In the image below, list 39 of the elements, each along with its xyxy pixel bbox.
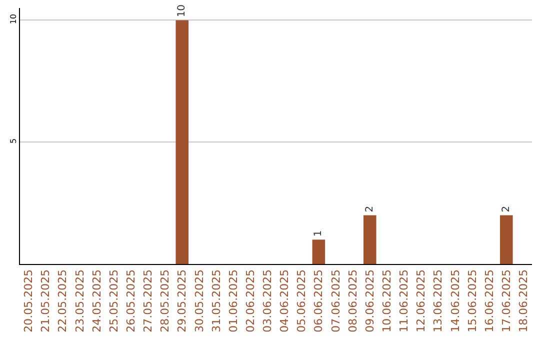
- x-tick-label: 29.05.2025: [176, 269, 189, 332]
- x-tick-label: 12.06.2025: [414, 269, 428, 332]
- data-label: 1: [313, 230, 324, 237]
- data-label: 2: [500, 206, 512, 212]
- x-tick-label: 11.06.2025: [398, 269, 411, 332]
- bar: [500, 215, 513, 264]
- x-tick-label: 05.06.2025: [295, 269, 308, 332]
- x-tick-label: 25.05.2025: [107, 269, 120, 332]
- x-tick-label: 18.06.2025: [517, 269, 530, 332]
- x-tick-label: 07.06.2025: [329, 269, 342, 332]
- x-tick-label: 28.05.2025: [158, 269, 172, 332]
- bar: [312, 240, 326, 264]
- x-tick-label: 01.06.2025: [226, 269, 240, 332]
- x-tick-label: 26.05.2025: [124, 269, 138, 332]
- x-tick-label: 10.06.2025: [380, 269, 394, 332]
- x-tick-label: 20.05.2025: [22, 269, 36, 332]
- x-tick-label: 08.06.2025: [346, 269, 360, 332]
- x-tick-label: 06.06.2025: [312, 269, 326, 332]
- y-tick-label: 5: [8, 138, 18, 144]
- x-tick-label: 17.06.2025: [500, 269, 513, 332]
- x-tick-label: 14.06.2025: [448, 269, 462, 332]
- x-tick-label: 04.06.2025: [278, 269, 292, 332]
- x-tick-label: 27.05.2025: [142, 269, 155, 332]
- x-tick-label: 21.05.2025: [39, 269, 52, 332]
- x-tick-label: 03.06.2025: [261, 269, 274, 332]
- x-tick-label: 13.06.2025: [432, 269, 445, 332]
- x-tick-label: 09.06.2025: [363, 269, 376, 332]
- x-tick-label: 16.06.2025: [482, 269, 496, 332]
- x-tick-label: 23.05.2025: [73, 269, 86, 332]
- x-tick-label: 30.05.2025: [192, 269, 206, 332]
- data-label: 2: [364, 206, 376, 212]
- x-tick-label: 15.06.2025: [466, 269, 479, 332]
- x-tick-label: 22.05.2025: [56, 269, 70, 332]
- x-tick-label: 31.05.2025: [210, 269, 223, 332]
- data-label: 10: [176, 4, 188, 18]
- x-tick-label: 24.05.2025: [90, 269, 104, 332]
- x-tick-label: 02.06.2025: [244, 269, 257, 332]
- bar: [363, 215, 376, 264]
- bar: [176, 20, 189, 264]
